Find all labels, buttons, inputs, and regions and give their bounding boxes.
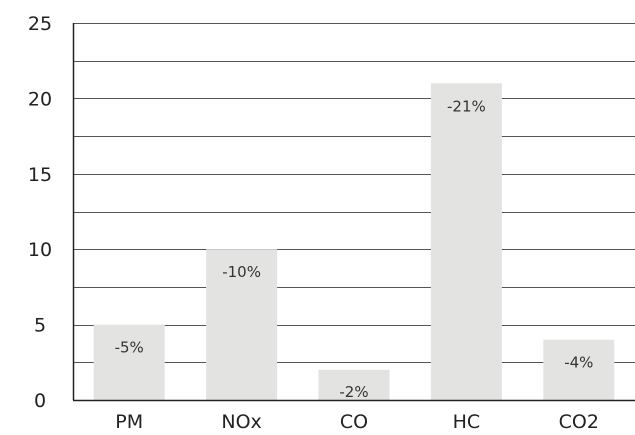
bar-hc — [430, 83, 502, 401]
x-tick-label: PM — [115, 411, 143, 433]
bar-data-label: -4% — [564, 354, 593, 372]
y-tick-label: 0 — [34, 390, 46, 412]
x-tick-label: HC — [453, 411, 481, 433]
bar-data-label: -5% — [115, 339, 144, 357]
y-tick-label: 15 — [28, 164, 52, 186]
x-axis-tick-labels: PM NOx CO HC CO2 — [115, 411, 599, 433]
y-tick-label: 5 — [34, 315, 46, 337]
axes — [72, 23, 635, 402]
bar-data-labels: -5% -10% -2% -21% -4% — [115, 97, 594, 401]
bar-co2 — [543, 339, 615, 400]
bar-co — [318, 369, 390, 400]
bars — [93, 83, 615, 401]
x-tick-label: CO — [340, 411, 368, 433]
y-tick-label: 10 — [28, 239, 52, 261]
bar-data-label: -21% — [447, 97, 486, 115]
bar-data-label: -2% — [339, 383, 368, 401]
bar-nox — [206, 249, 278, 400]
y-tick-label: 25 — [28, 13, 52, 35]
gridlines — [73, 23, 635, 363]
x-tick-label: NOx — [221, 411, 261, 433]
bar-pm — [93, 324, 165, 400]
y-axis-tick-labels: 0 5 10 15 20 25 — [28, 13, 52, 412]
bar-data-label: -10% — [222, 263, 261, 281]
y-tick-label: 20 — [28, 88, 52, 110]
x-tick-label: CO2 — [559, 411, 599, 433]
